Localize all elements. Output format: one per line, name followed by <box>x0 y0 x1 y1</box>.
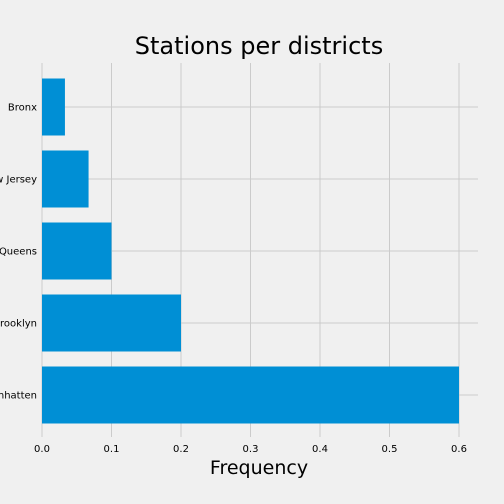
y-tick-label: New Jersey <box>0 175 37 186</box>
y-tick-label: Brooklyn <box>0 319 37 330</box>
bar-manhatten <box>42 366 459 424</box>
x-axis-label: Frequency <box>210 457 308 479</box>
y-tick-label: Manhatten <box>0 391 37 402</box>
x-tick-label: 0.0 <box>34 444 50 455</box>
bar-brooklyn <box>42 294 181 352</box>
bar-queens <box>42 222 112 280</box>
bar-new-jersey <box>42 150 89 208</box>
x-tick-label: 0.1 <box>104 444 120 455</box>
y-tick-label: Queens <box>0 247 37 258</box>
x-tick-label: 0.5 <box>382 444 398 455</box>
x-tick-label: 0.6 <box>451 444 467 455</box>
x-tick-label: 0.4 <box>312 444 328 455</box>
x-tick-labels: 0.0 0.1 0.2 0.3 0.4 0.5 0.6 <box>34 444 467 455</box>
y-tick-labels: Manhatten Brooklyn Queens New Jersey Bronx <box>0 103 37 402</box>
bar-bronx <box>42 78 65 136</box>
bar-layer <box>42 78 459 424</box>
x-tick-label: 0.2 <box>173 444 189 455</box>
x-tick-label: 0.3 <box>243 444 259 455</box>
chart-title: Stations per districts <box>135 32 383 60</box>
y-tick-label: Bronx <box>8 103 37 114</box>
